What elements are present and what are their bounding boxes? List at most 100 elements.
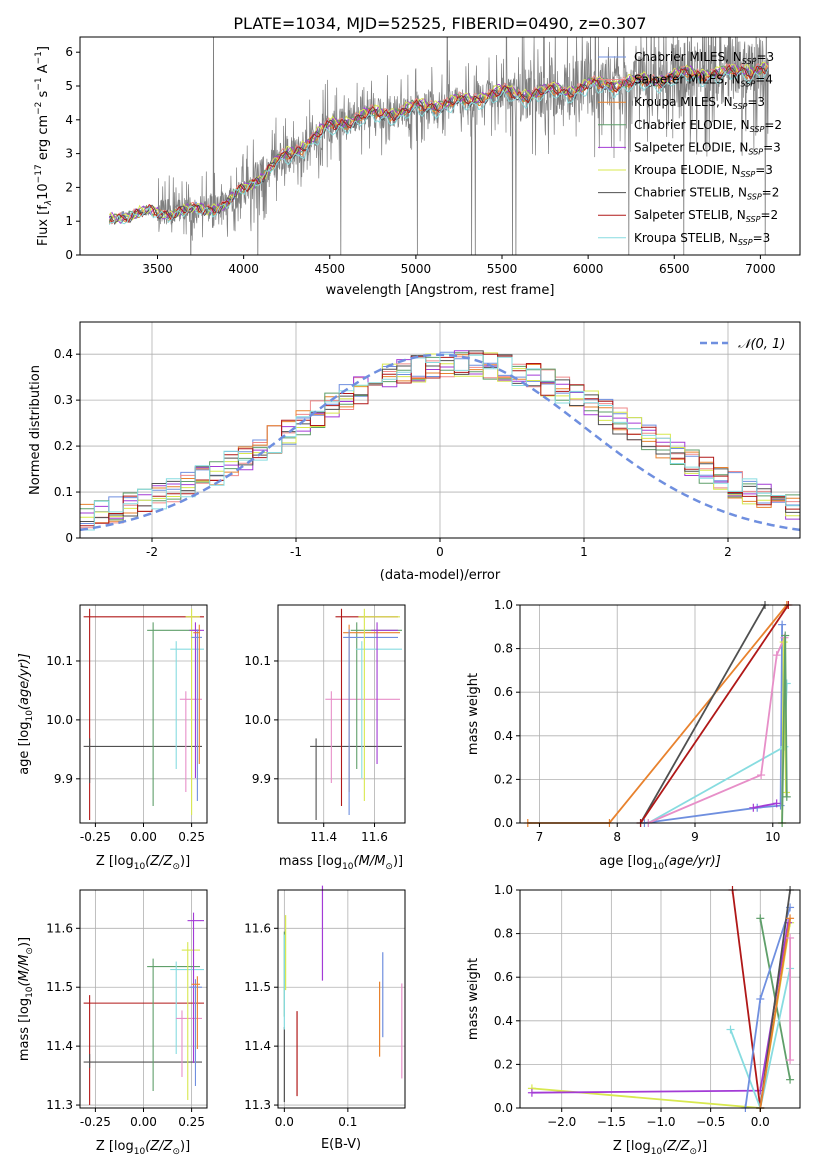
x-tick-label: 9 xyxy=(691,830,699,844)
y-tick-label: 10.1 xyxy=(244,654,271,668)
legend-label: Kroupa STELIB, NSSP=3 xyxy=(634,231,770,247)
legend-count: =3 xyxy=(756,50,774,64)
weight-line xyxy=(639,604,790,824)
legend-count: =2 xyxy=(764,118,782,132)
residuals-panel: -2 -1 0 1 200.10.20.30.4 (data-model)/error … xyxy=(28,321,801,583)
mass-vs-EBV-panel: 0.0 0.1 11.3 11.4 11.5 11.6 E(B-V) xyxy=(244,885,406,1152)
x-tick-label: 0.25 xyxy=(178,1115,205,1129)
x-tick-label: 0.0 xyxy=(275,1115,294,1129)
x-tick-label: 4000 xyxy=(228,262,259,276)
legend-label: Salpeter MILES, NSSP=4 xyxy=(634,73,773,89)
weight-line xyxy=(753,802,777,809)
legend-label: Salpeter ELODIE, NSSP=3 xyxy=(634,140,781,156)
x-tick-label: -0.25 xyxy=(80,1115,111,1129)
y-tick-label: 10.1 xyxy=(46,654,73,668)
point-pink xyxy=(325,691,400,783)
y-tick-label: 11.5 xyxy=(46,980,73,994)
y-tick-label: 0.8 xyxy=(494,642,513,656)
legend-count: =3 xyxy=(753,231,771,245)
x-tick-label: −1.5 xyxy=(597,1115,626,1129)
weight-line xyxy=(527,604,788,824)
age-vs-mass-panel: 11.4 11.6 9.9 10.0 10.1 mass [log10(M/M⊙)] xyxy=(244,604,406,872)
spectrum-xlabel: wavelength [Angstrom, rest frame] xyxy=(326,283,555,298)
series-salpeter-elodie xyxy=(527,918,793,1097)
age-vs-Z-panel: -0.25 0.00 0.25 9.9 10.0 10.1 Z [log10(Z/Z⊙)]… xyxy=(17,604,208,872)
y-tick-label: 0.2 xyxy=(494,772,513,786)
x-tick-label: 11.4 xyxy=(310,830,337,844)
histogram-clip-group xyxy=(80,350,800,532)
x-tick-label: −2.0 xyxy=(547,1115,576,1129)
weight-line xyxy=(531,922,789,1094)
x-tick-label: 5500 xyxy=(487,262,518,276)
weight-vs-Z-panel: −2.0 −1.5 −1.0 −0.5 0.0 0.0 0.2 0.4 0.6 0.8 1.0 Z … xyxy=(466,883,801,1157)
age-vs-Z-xlabel: Z [log10(Z/Z⊙)] xyxy=(96,854,190,872)
y-tick-label: 1.0 xyxy=(494,883,513,897)
weight-vs-Z-frame xyxy=(519,889,801,1109)
y-tick-label: 10.0 xyxy=(46,713,73,727)
y-tick-label: 9.9 xyxy=(252,772,271,786)
legend-label: Chabrier MILES, NSSP=3 xyxy=(634,50,774,66)
weight-line xyxy=(639,604,766,824)
point-kroupa-stelib xyxy=(355,641,402,778)
weight-vs-age-ylabel: mass weight xyxy=(466,673,481,755)
y-tick-label: 0.0 xyxy=(494,1101,513,1115)
x-tick-label: -1 xyxy=(290,545,302,559)
point-chabrier-miles xyxy=(189,979,202,1086)
legend-count: =2 xyxy=(762,186,780,200)
y-tick-label: 11.3 xyxy=(46,1098,73,1112)
residuals-legend: 𝒩(0, 1) xyxy=(700,337,785,352)
point-pink xyxy=(175,1010,202,1077)
weight-line xyxy=(731,889,762,1109)
legend-count: =3 xyxy=(755,163,773,177)
x-tick-label: 1 xyxy=(580,545,588,559)
point-chabrier-miles xyxy=(191,629,202,801)
point-salpeter-elodie xyxy=(371,622,398,764)
legend-subscript: SSP xyxy=(747,193,762,202)
model-salpeter-elodie xyxy=(108,62,769,225)
mass-vs-EBV-xlabel: E(B-V) xyxy=(321,1137,361,1152)
model-kroupa-stelib xyxy=(108,69,769,226)
mass-vs-Z-panel: -0.25 0.00 0.25 11.3 11.4 11.5 11.6 Z [log10(Z… xyxy=(17,889,208,1157)
point-kroupa-elodie xyxy=(185,608,200,815)
y-tick-label: 3 xyxy=(65,147,73,161)
y-tick-label: 0.8 xyxy=(494,927,513,941)
point-chabrier-stelib xyxy=(310,738,402,820)
spectrum-ylabel: Flux [fλ10−17 erg cm−2 s−1 A−1] xyxy=(34,46,54,246)
series-salpeter-elodie xyxy=(749,799,781,812)
mass-vs-Z-xlabel: Z [log10(Z/Z⊙)] xyxy=(96,1139,190,1157)
y-tick-label: 0.2 xyxy=(494,1057,513,1071)
residuals-xlabel: (data-model)/error xyxy=(380,568,501,583)
point-kroupa-elodie xyxy=(181,942,200,1100)
age-vs-mass-errorbars xyxy=(310,608,402,820)
legend-subscript: SSP xyxy=(741,80,756,89)
series-pink xyxy=(644,633,789,827)
point-salpeter-elodie xyxy=(187,912,204,1063)
point-chabrier-elodie xyxy=(350,622,402,769)
point-kroupa-stelib xyxy=(170,961,204,1054)
x-tick-label: 6000 xyxy=(573,262,604,276)
normal-legend-label: 𝒩(0, 1) xyxy=(738,337,785,352)
legend-count: =3 xyxy=(763,140,781,154)
x-tick-label: 10 xyxy=(765,830,780,844)
y-tick-label: 9.9 xyxy=(54,772,73,786)
series-pink xyxy=(786,933,795,1065)
x-tick-label: 0.00 xyxy=(130,1115,157,1129)
x-tick-label: 0.1 xyxy=(338,1115,357,1129)
legend-count: =2 xyxy=(760,208,778,222)
x-tick-label: 7 xyxy=(536,830,544,844)
residual-histograms xyxy=(80,350,800,532)
y-tick-label: 1 xyxy=(65,214,73,228)
point-chabrier-stelib xyxy=(83,1054,202,1068)
point-kroupa-miles xyxy=(191,976,200,1049)
mass-vs-EBV-errorbars xyxy=(283,885,403,1103)
x-tick-label: 0 xyxy=(436,545,444,559)
spectrum-lines xyxy=(108,37,770,255)
x-tick-label: −1.0 xyxy=(646,1115,675,1129)
residuals-ylabel: Normed distribution xyxy=(28,365,43,495)
model-chabrier-stelib xyxy=(109,65,769,226)
mass-vs-Z-errorbars xyxy=(83,912,204,1105)
y-tick-label: 0.1 xyxy=(54,485,73,499)
point-pink xyxy=(179,691,202,792)
y-tick-label: 11.6 xyxy=(244,921,271,935)
weight-vs-Z-ylabel: mass weight xyxy=(466,958,481,1040)
